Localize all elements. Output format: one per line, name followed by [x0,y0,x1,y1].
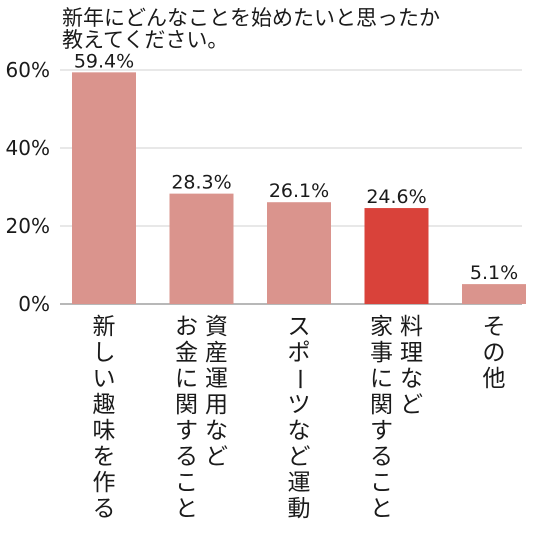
y-axis-tick-labels: 0% 20% 40% 60% [6,58,50,316]
data-label: 59.4% [74,50,134,72]
category-label-glyph: 作 [93,470,116,496]
category-label-glyph: に [370,366,393,392]
category-label-glyph: ど [288,444,311,470]
category-label-glyph: の [483,340,506,366]
category-label-glyph: ス [288,314,311,340]
data-label: 5.1% [470,262,518,284]
category-label-glyph: と [370,496,393,522]
bar [462,284,526,304]
category-label-glyph: ツ [288,392,311,418]
category-labels: 新しい趣味を作る資産運用などお金に関することスポーツなど運動料理など家事に関する… [93,314,506,522]
y-tick-label: 60% [6,58,50,82]
category-label-glyph: 新 [93,314,116,340]
category-label-glyph: 動 [288,496,311,522]
bar [364,208,429,304]
bar [267,202,331,304]
category-label-glyph: 資 [205,314,228,340]
category-label-glyph: 産 [205,340,228,366]
category-label-glyph: こ [175,470,198,496]
category-label-glyph: す [175,418,198,444]
category-label-glyph: 味 [93,418,116,444]
category-label-glyph: 金 [175,340,198,366]
category-label-glyph: な [205,418,228,444]
category-label-glyph: 関 [370,392,393,418]
category-label-glyph: る [93,496,116,522]
category-label-glyph: 運 [288,470,311,496]
category-label-glyph: る [175,444,198,470]
category-label-glyph: な [400,366,423,392]
category-label-glyph: な [288,418,311,444]
data-label: 26.1% [269,180,329,202]
data-label: 28.3% [171,172,231,194]
category-label-glyph: 運 [205,366,228,392]
bar [169,193,234,304]
category-label-glyph: し [93,340,116,366]
y-tick-label: 0% [18,292,50,316]
category-label-glyph: お [175,314,198,340]
bar [72,72,136,304]
y-tick-label: 20% [6,214,50,238]
category-label-glyph: そ [483,314,506,340]
category-label: その他 [483,314,506,392]
category-label-glyph: ど [400,392,423,418]
category-label-glyph: 用 [205,392,228,418]
category-label-glyph: ど [205,444,228,470]
category-label-glyph: に [175,366,198,392]
y-tick-label: 40% [6,136,50,160]
data-labels: 59.4% 28.3% 26.1% 24.6% 5.1% [74,50,518,284]
category-label-glyph: ポ [288,340,311,366]
category-label-glyph: 家 [370,314,393,340]
category-label-glyph: い [93,366,116,392]
category-label-glyph: る [370,444,393,470]
bars [72,72,526,304]
category-label-glyph: こ [370,470,393,496]
category-label-glyph: 関 [175,392,198,418]
category-label-glyph: 他 [483,366,506,392]
chart-title-line: 教えてください。 [62,28,228,52]
category-label-glyph: 事 [370,340,393,366]
category-label-glyph: 理 [400,340,423,366]
category-label-column: その他 [483,314,506,392]
category-label-glyph: ー [286,368,312,391]
data-label: 24.6% [366,186,426,208]
category-label-glyph: 料 [400,314,423,340]
category-label-glyph: す [370,418,393,444]
category-label-glyph: と [175,496,198,522]
chart-title-line: 新年にどんなことを始めたいと思ったか [62,6,440,30]
category-label-glyph: 趣 [93,392,116,418]
category-label-glyph: を [93,444,116,470]
